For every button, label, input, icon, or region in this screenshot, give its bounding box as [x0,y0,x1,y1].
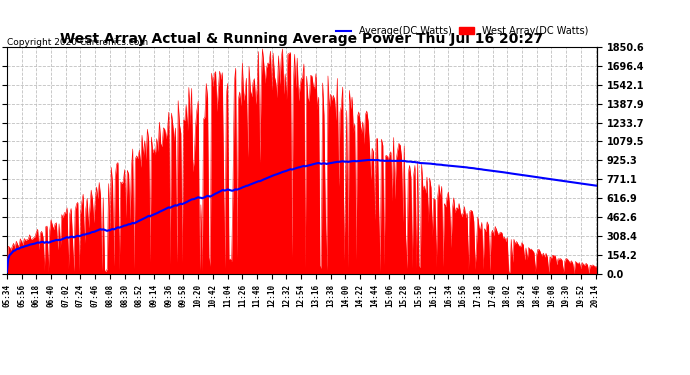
Text: Copyright 2020 Cartronics.com: Copyright 2020 Cartronics.com [7,38,148,47]
Title: West Array Actual & Running Average Power Thu Jul 16 20:27: West Array Actual & Running Average Powe… [60,32,544,46]
Legend: Average(DC Watts), West Array(DC Watts): Average(DC Watts), West Array(DC Watts) [333,22,592,40]
